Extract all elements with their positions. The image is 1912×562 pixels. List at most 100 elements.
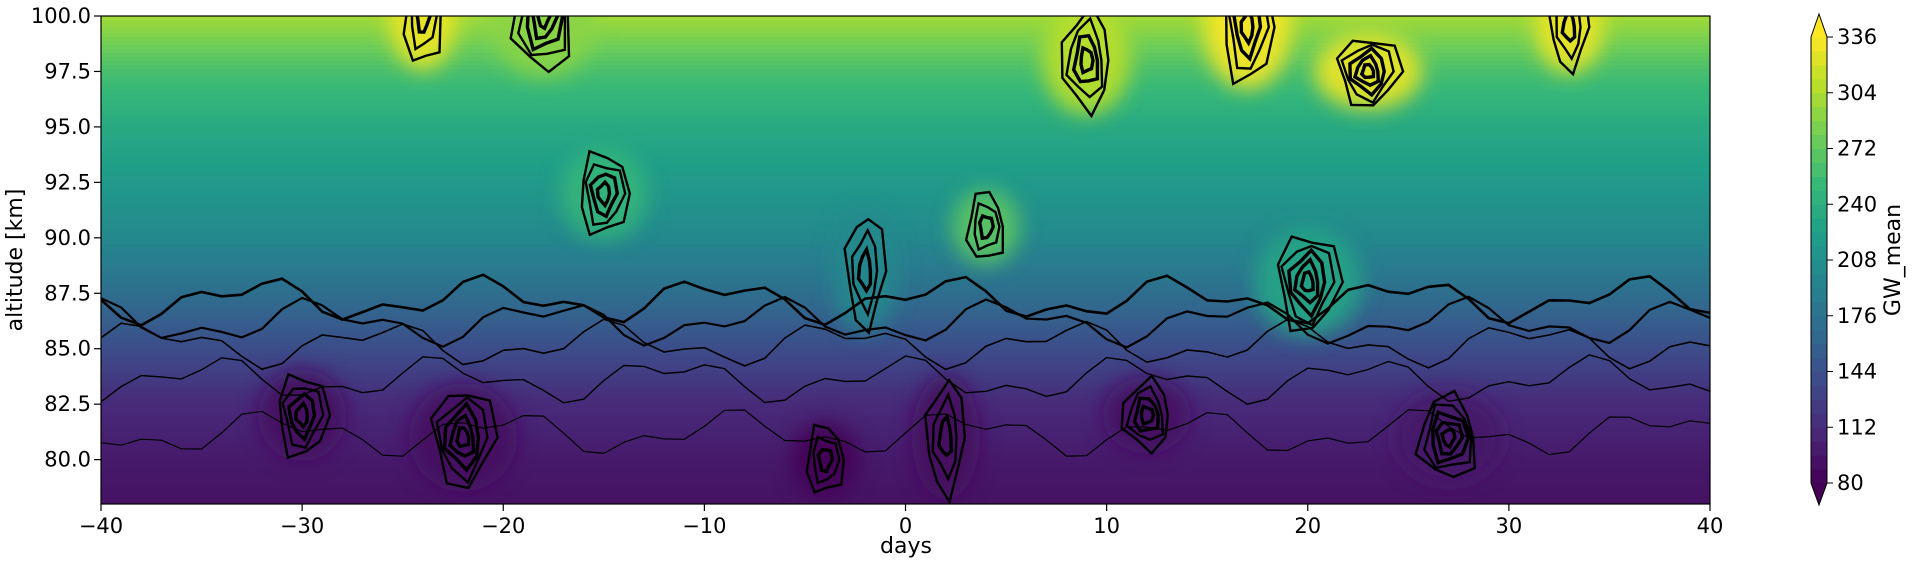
altitude-band — [101, 263, 1710, 269]
contour-line — [448, 413, 476, 458]
altitude-band — [101, 48, 1710, 54]
contour-line — [1299, 269, 1315, 293]
colorbar-tick-label: 304 — [1837, 81, 1877, 105]
altitude-band — [101, 80, 1710, 86]
colorbar: 80 112 144 176 208 240 272 304 336 GW_mean — [1810, 12, 1906, 507]
colorbar-segment — [1811, 273, 1827, 289]
colorbar-ticks: 80 112 144 176 208 240 272 304 336 — [1827, 25, 1877, 495]
y-tick-label: 97.5 — [44, 59, 91, 83]
contour-line — [415, 16, 432, 34]
altitude-band — [101, 121, 1710, 127]
altitude-band — [101, 418, 1710, 424]
colorbar-tick-label: 80 — [1837, 471, 1864, 495]
altitude-band — [101, 43, 1710, 50]
altitude-band — [101, 247, 1710, 253]
altitude-band — [101, 27, 1710, 33]
contour-line — [584, 162, 627, 226]
altitude-band — [101, 206, 1710, 212]
altitude-band — [101, 389, 1710, 395]
altitude-band — [101, 292, 1710, 298]
contour-line — [973, 201, 1001, 252]
contour-line — [435, 395, 489, 485]
altitude-band — [101, 161, 1710, 167]
contour-line — [1292, 256, 1320, 305]
colorbar-segment — [1811, 427, 1827, 442]
colorbar-segment — [1811, 301, 1827, 317]
altitude-band — [101, 60, 1710, 66]
colorbar-segment — [1811, 455, 1827, 470]
contour-line — [509, 16, 571, 74]
altitude-band — [101, 304, 1710, 310]
contour-line — [1139, 404, 1156, 427]
altitude-band — [101, 438, 1710, 444]
altitude-band — [101, 357, 1710, 363]
contour-line — [1071, 33, 1100, 84]
colorbar-segment — [1811, 134, 1827, 149]
contour-line — [101, 295, 1710, 349]
altitude-band — [101, 39, 1710, 45]
altitude-band — [101, 324, 1710, 330]
contour-fill-feature — [559, 147, 648, 240]
contour-line — [1335, 39, 1405, 107]
contour-line — [410, 16, 438, 52]
altitude-band — [101, 446, 1710, 452]
contour-line — [937, 413, 953, 458]
x-axis-label: days — [880, 534, 932, 559]
colorbar-tick-label: 208 — [1837, 248, 1877, 272]
x-tick-label: −20 — [481, 514, 525, 538]
colorbar-segment — [1811, 329, 1827, 345]
altitude-band — [101, 300, 1710, 306]
altitude-band — [101, 259, 1710, 265]
contour-line — [402, 16, 442, 63]
colorbar-tick-label: 112 — [1837, 415, 1877, 439]
contour-line — [101, 318, 1710, 371]
altitude-band — [101, 52, 1710, 58]
altitude-band — [101, 113, 1710, 119]
contour-line — [1434, 420, 1465, 456]
x-tick-label: 40 — [1697, 514, 1724, 538]
altitude-band — [101, 499, 1710, 504]
contour-line — [856, 244, 873, 295]
altitude-band — [101, 182, 1710, 188]
colorbar-segment — [1811, 441, 1827, 456]
altitude-band — [101, 96, 1710, 102]
contour-line — [580, 149, 632, 237]
colorbar-extend-top — [1811, 14, 1827, 37]
altitude-band — [101, 414, 1710, 420]
contour-fill-feature — [791, 421, 860, 498]
contour-line — [816, 448, 835, 474]
contour-line — [1276, 235, 1344, 333]
altitude-band — [101, 226, 1710, 233]
colorbar-segment — [1811, 64, 1827, 80]
contour-line — [1287, 247, 1327, 319]
altitude-band — [101, 100, 1710, 106]
contour-fill-feature — [1314, 33, 1423, 110]
contour-line — [1560, 16, 1577, 44]
contour-line — [536, 16, 552, 31]
altitude-band — [101, 239, 1710, 245]
x-axis: −40 −30 −20 −10 0 10 20 30 40 — [79, 504, 1724, 538]
contour-fill-feature — [1102, 377, 1191, 454]
colorbar-label: GW_mean — [1881, 204, 1906, 316]
altitude-band — [101, 165, 1710, 172]
altitude-band — [101, 442, 1710, 448]
contour-line — [1359, 62, 1376, 80]
altitude-band — [101, 267, 1710, 273]
altitude-band — [101, 283, 1710, 289]
contour-line — [1228, 16, 1271, 70]
y-axis: 80.0 82.5 85.0 87.5 90.0 92.5 95.0 97.5 100.0 — [31, 4, 101, 472]
contour-line — [1555, 16, 1582, 62]
altitude-band — [101, 271, 1710, 277]
colorbar-segment — [1811, 78, 1827, 94]
altitude-band — [101, 369, 1710, 375]
contour-line — [588, 172, 620, 219]
contour-line — [1414, 389, 1477, 479]
contour-line — [843, 217, 888, 336]
colorbar-segment — [1811, 413, 1827, 428]
altitude-band — [101, 84, 1710, 90]
altitude-band — [101, 316, 1710, 322]
y-tick-label: 85.0 — [44, 337, 91, 361]
altitude-band — [101, 202, 1710, 208]
altitude-band — [101, 340, 1710, 346]
